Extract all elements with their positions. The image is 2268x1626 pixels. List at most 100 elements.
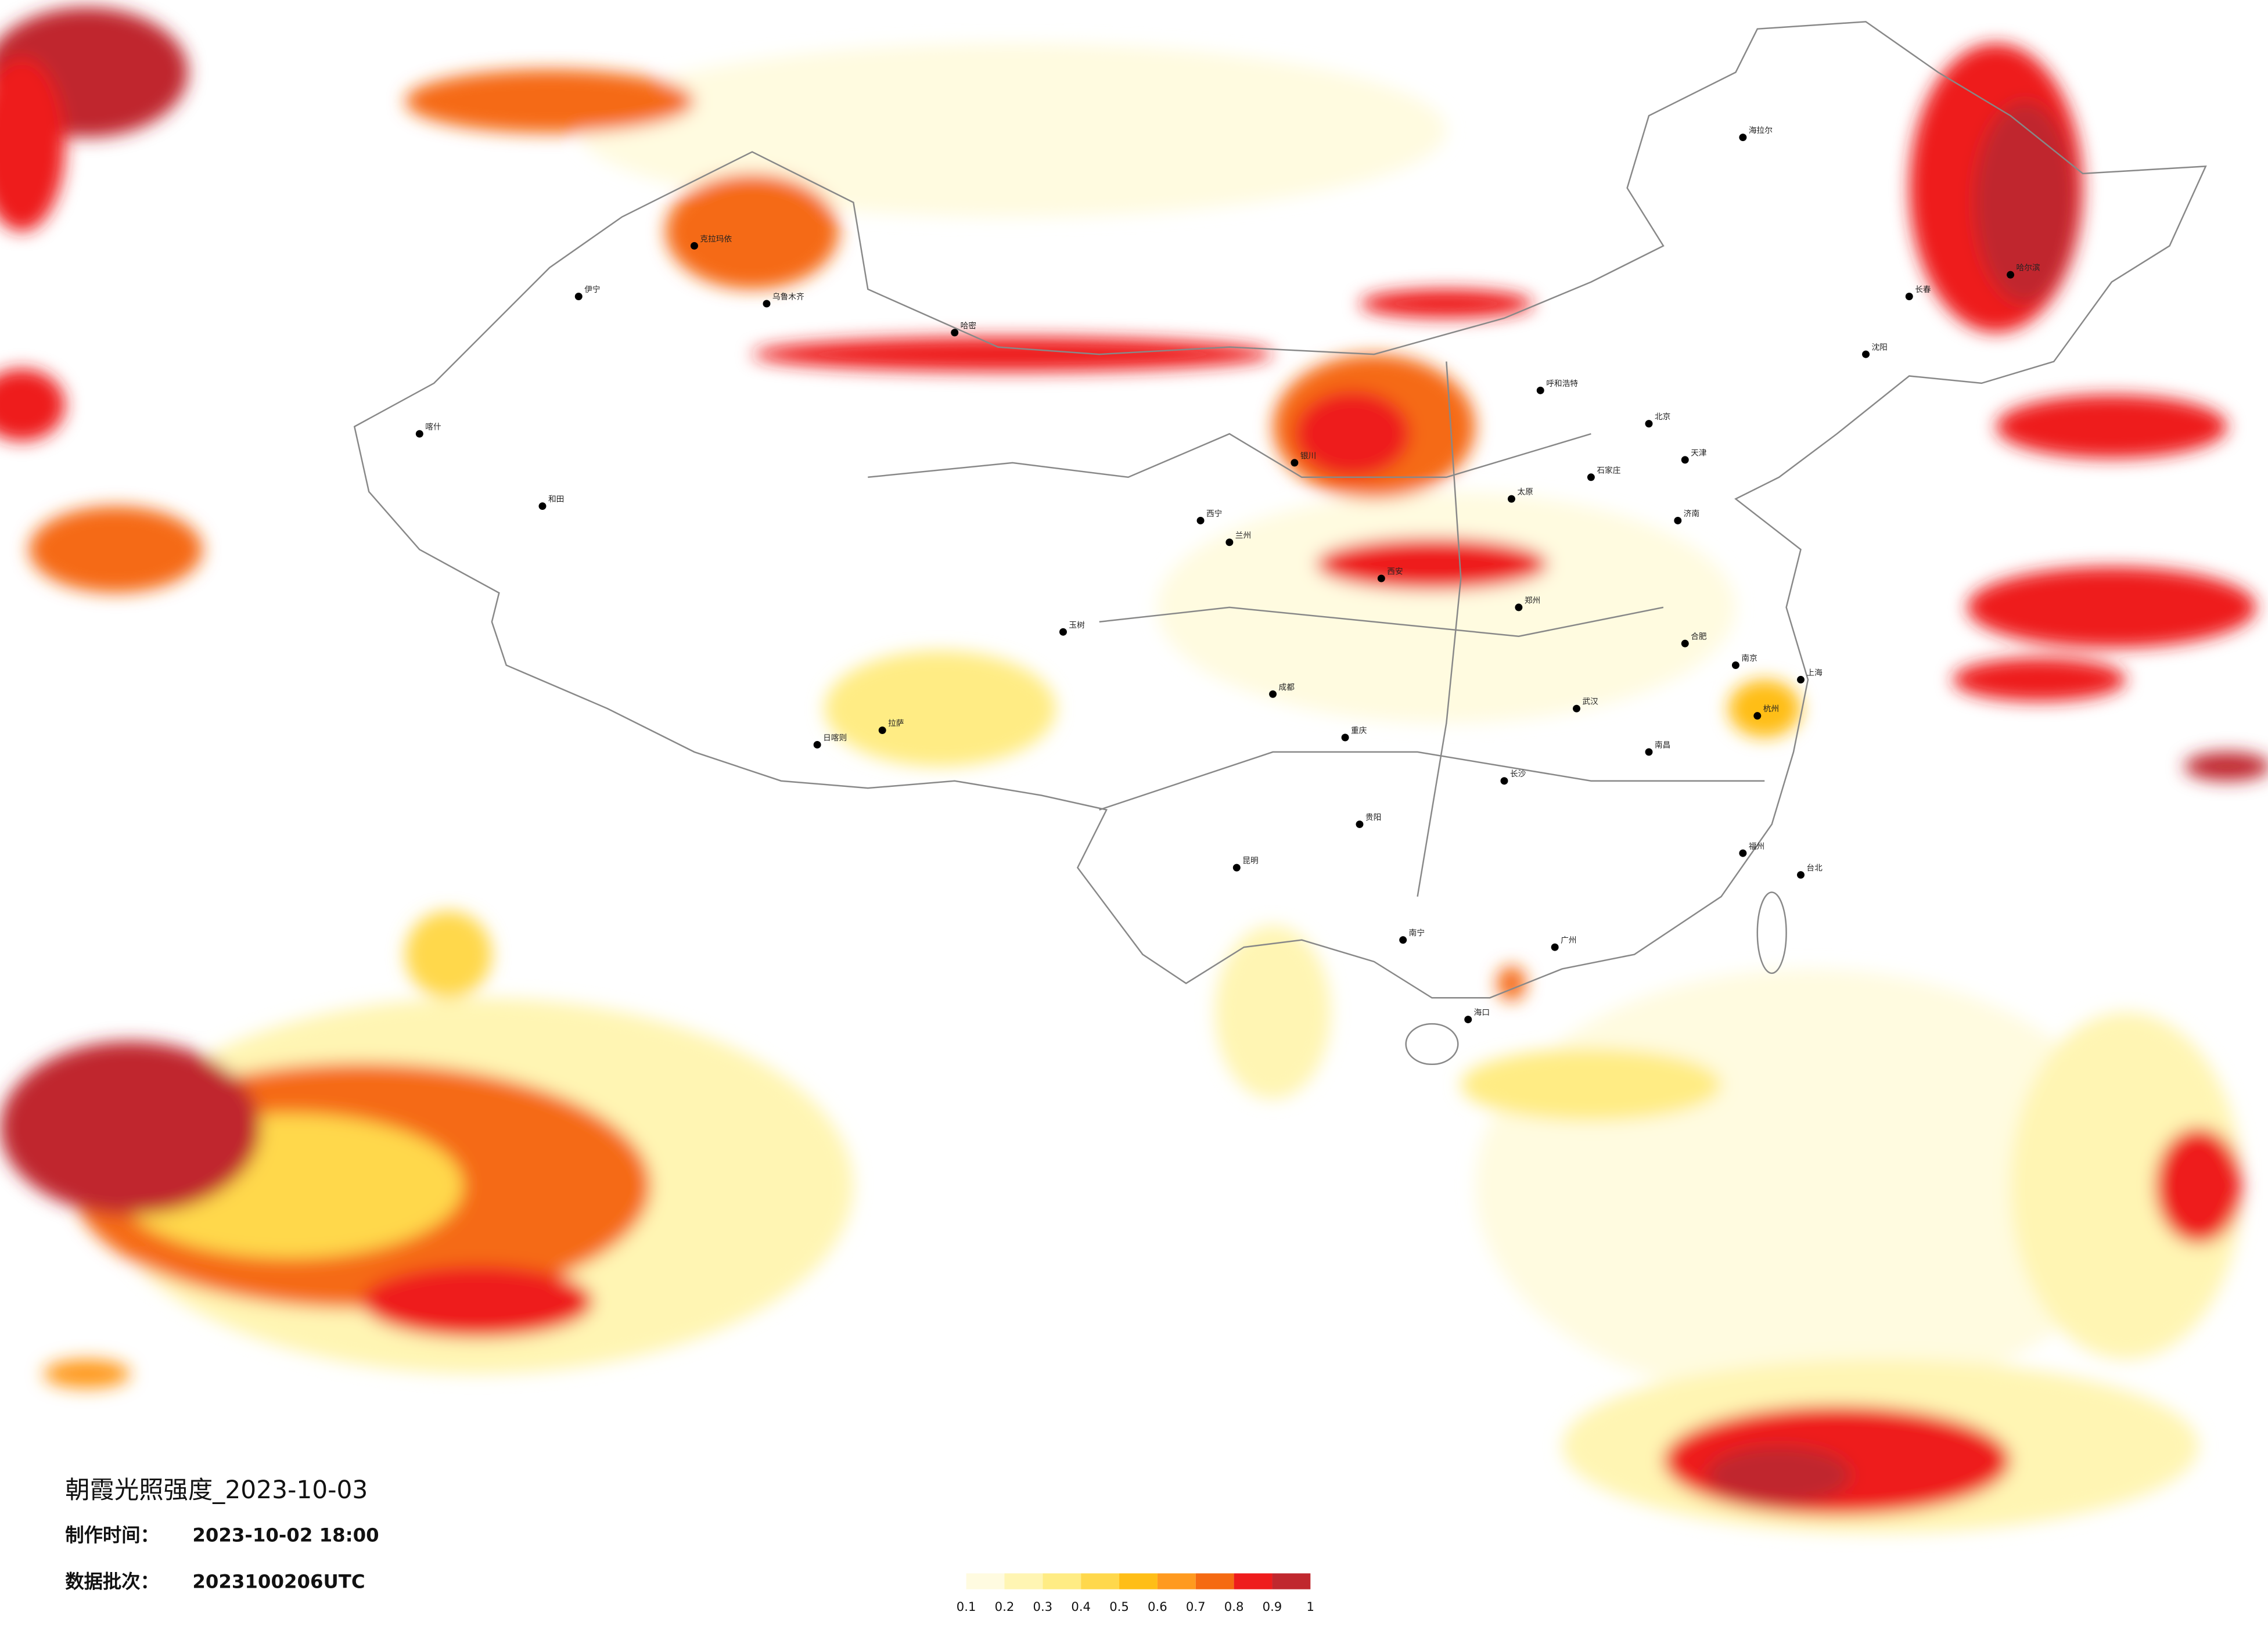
city-dot	[1681, 456, 1689, 464]
legend-tick-label: 0.3	[1033, 1599, 1053, 1614]
city-label: 上海	[1806, 668, 1823, 678]
heat-blob	[361, 1265, 594, 1338]
heat-blob	[405, 69, 695, 134]
heat-blob	[1996, 394, 2228, 459]
legend-swatch	[966, 1573, 1005, 1589]
city-dot	[1674, 517, 1682, 524]
city-dot	[1536, 386, 1544, 394]
china-outline	[353, 21, 2207, 999]
city-label: 天津	[1691, 448, 1707, 458]
city-dot	[1232, 864, 1241, 872]
city-dot	[1356, 820, 1364, 828]
city-dot	[1515, 603, 1523, 611]
city-label: 广州	[1561, 936, 1576, 945]
city-dot	[1269, 690, 1277, 698]
city-label: 石家庄	[1597, 465, 1620, 475]
heat-blob	[1461, 1048, 1721, 1121]
heat-blob	[2184, 751, 2268, 781]
heat-blob	[0, 57, 66, 232]
city-dot	[1645, 420, 1653, 428]
city-label: 太原	[1517, 488, 1533, 497]
city-label: 昆明	[1242, 857, 1258, 866]
city-label: 拉萨	[888, 719, 904, 728]
legend-swatch	[1272, 1573, 1311, 1589]
batch: 2023100206UTC	[192, 1570, 365, 1592]
legend-tick-label: 0.2	[995, 1599, 1015, 1614]
city-label: 银川	[1300, 451, 1316, 461]
heat-blob	[1952, 658, 2126, 702]
city-dot	[763, 300, 771, 308]
city-dot	[1645, 748, 1653, 756]
city-dot	[1196, 517, 1205, 524]
city-label: 乌鲁木齐	[772, 292, 804, 301]
heat-blob	[1974, 101, 2076, 304]
city-label: 北京	[1655, 412, 1670, 422]
city-dot	[1587, 473, 1595, 481]
heat-blob	[1706, 1446, 1852, 1504]
made-label: 制作时间：	[65, 1524, 159, 1546]
heat-blob	[1214, 925, 1331, 1099]
heat-blob	[0, 369, 66, 441]
legend-swatch	[1081, 1573, 1120, 1589]
city-label: 兰州	[1235, 531, 1251, 540]
legend-tick-label: 0.1	[957, 1599, 976, 1614]
city-label: 哈密	[961, 321, 977, 330]
city-label: 长春	[1915, 285, 1931, 294]
heat-blob	[0, 1041, 261, 1215]
city-dot	[1341, 733, 1349, 742]
legend-tick-label: 0.4	[1071, 1599, 1091, 1614]
city-dot	[1797, 675, 1805, 684]
legend-tick-label: 0.6	[1148, 1599, 1167, 1614]
city-label: 济南	[1684, 509, 1699, 519]
city-dot	[1905, 293, 1913, 300]
heat-blob	[405, 911, 492, 998]
heat-blob	[1359, 289, 1533, 318]
city-label: 武汉	[1582, 697, 1598, 707]
city-dot	[1399, 936, 1407, 944]
heat-blob	[2155, 1128, 2242, 1244]
heat-blob	[1294, 390, 1411, 477]
legend-tick-label: 0.5	[1109, 1599, 1129, 1614]
legend-swatch	[1119, 1573, 1158, 1589]
taiwan-outline	[1756, 891, 1787, 974]
batch-label: 数据批次：	[65, 1570, 159, 1592]
city-label: 台北	[1806, 864, 1823, 873]
city-dot	[1753, 712, 1762, 720]
heat-blob	[665, 173, 839, 290]
city-dot	[1377, 574, 1385, 582]
city-label: 福州	[1749, 842, 1764, 851]
heat-blob	[43, 1359, 131, 1388]
city-label: 克拉玛依	[700, 235, 732, 244]
legend-swatch	[1195, 1573, 1234, 1589]
hainan-outline	[1405, 1023, 1459, 1066]
city-dot	[1862, 350, 1870, 358]
city-label: 哈尔滨	[2017, 264, 2040, 273]
city-dot	[951, 329, 959, 337]
city-label: 喀什	[425, 423, 441, 432]
city-dot	[1225, 538, 1234, 546]
city-label: 南昌	[1655, 740, 1670, 750]
city-dot	[538, 502, 547, 510]
heat-blob	[1967, 567, 2256, 648]
heat-blob	[1497, 966, 1526, 1001]
heat-blob	[1316, 538, 1548, 591]
city-label: 重庆	[1351, 726, 1367, 736]
city-label: 西宁	[1206, 509, 1222, 519]
legend-tick-label: 0.9	[1263, 1599, 1282, 1614]
city-label: 杭州	[1763, 704, 1779, 714]
heat-blob	[752, 337, 1273, 372]
heat-blob	[28, 506, 203, 593]
city-dot	[1059, 628, 1067, 636]
city-dot	[415, 430, 423, 438]
city-label: 成都	[1279, 683, 1295, 692]
city-label: 西安	[1387, 567, 1403, 577]
city-label: 郑州	[1525, 596, 1540, 605]
legend-swatch	[1004, 1573, 1043, 1589]
legend-swatch	[1234, 1573, 1273, 1589]
city-label: 沈阳	[1872, 343, 1888, 352]
heat-blob	[824, 650, 1056, 767]
city-dot	[1739, 849, 1747, 857]
city-dot	[1551, 943, 1559, 951]
